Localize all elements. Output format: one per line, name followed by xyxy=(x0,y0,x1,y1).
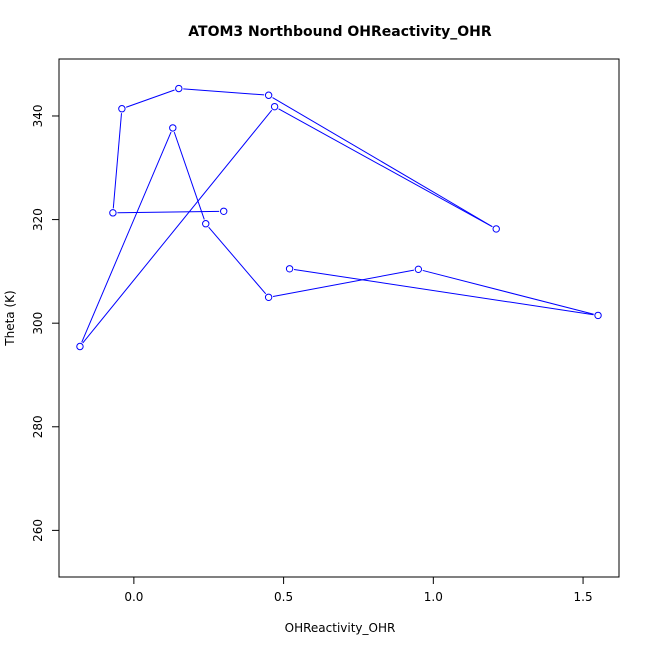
series-segment xyxy=(272,269,415,297)
data-point xyxy=(264,293,273,301)
y-tick-label: 340 xyxy=(31,105,45,128)
series-segment xyxy=(112,113,122,209)
data-point xyxy=(264,91,273,99)
data-point xyxy=(285,265,294,273)
x-tick-label: 1.0 xyxy=(424,590,443,604)
data-point xyxy=(169,124,177,132)
x-tick-label: 1.5 xyxy=(574,590,593,604)
data-point xyxy=(270,102,279,111)
y-axis-label: Theta (K) xyxy=(3,290,17,346)
series-segment xyxy=(81,131,172,343)
data-point xyxy=(76,342,84,351)
y-tick-label: 320 xyxy=(31,208,45,231)
data-point xyxy=(594,311,602,320)
data-point xyxy=(202,220,210,228)
data-point xyxy=(414,265,423,274)
x-axis-label: OHReactivity_OHR xyxy=(285,621,396,635)
y-axis: 260 280 300 320 340 xyxy=(31,105,60,542)
series-segment xyxy=(293,268,594,316)
chart-title: ATOM3 Northbound OHReactivity_OHR xyxy=(188,24,492,40)
y-tick-label: 300 xyxy=(31,312,45,335)
y-tick-label: 280 xyxy=(31,415,45,438)
series-segment xyxy=(208,226,267,295)
series-segment xyxy=(173,131,205,220)
series-segment xyxy=(82,109,273,344)
data-point xyxy=(109,209,117,217)
data-point xyxy=(118,105,126,113)
data-point xyxy=(175,84,183,93)
series-segment xyxy=(272,97,493,228)
x-axis: 0.0 0.5 1.0 1.5 xyxy=(124,576,593,604)
x-tick-label: 0.5 xyxy=(274,590,293,604)
data-point xyxy=(492,225,500,233)
series-segment xyxy=(422,269,594,315)
series-segment xyxy=(183,88,265,96)
series-segment xyxy=(278,108,493,228)
series-segment xyxy=(125,89,175,108)
x-tick-label: 0.0 xyxy=(124,590,143,604)
series-segment xyxy=(117,210,220,214)
series-layer xyxy=(76,84,602,351)
y-tick-label: 260 xyxy=(31,519,45,542)
data-point xyxy=(220,207,228,215)
